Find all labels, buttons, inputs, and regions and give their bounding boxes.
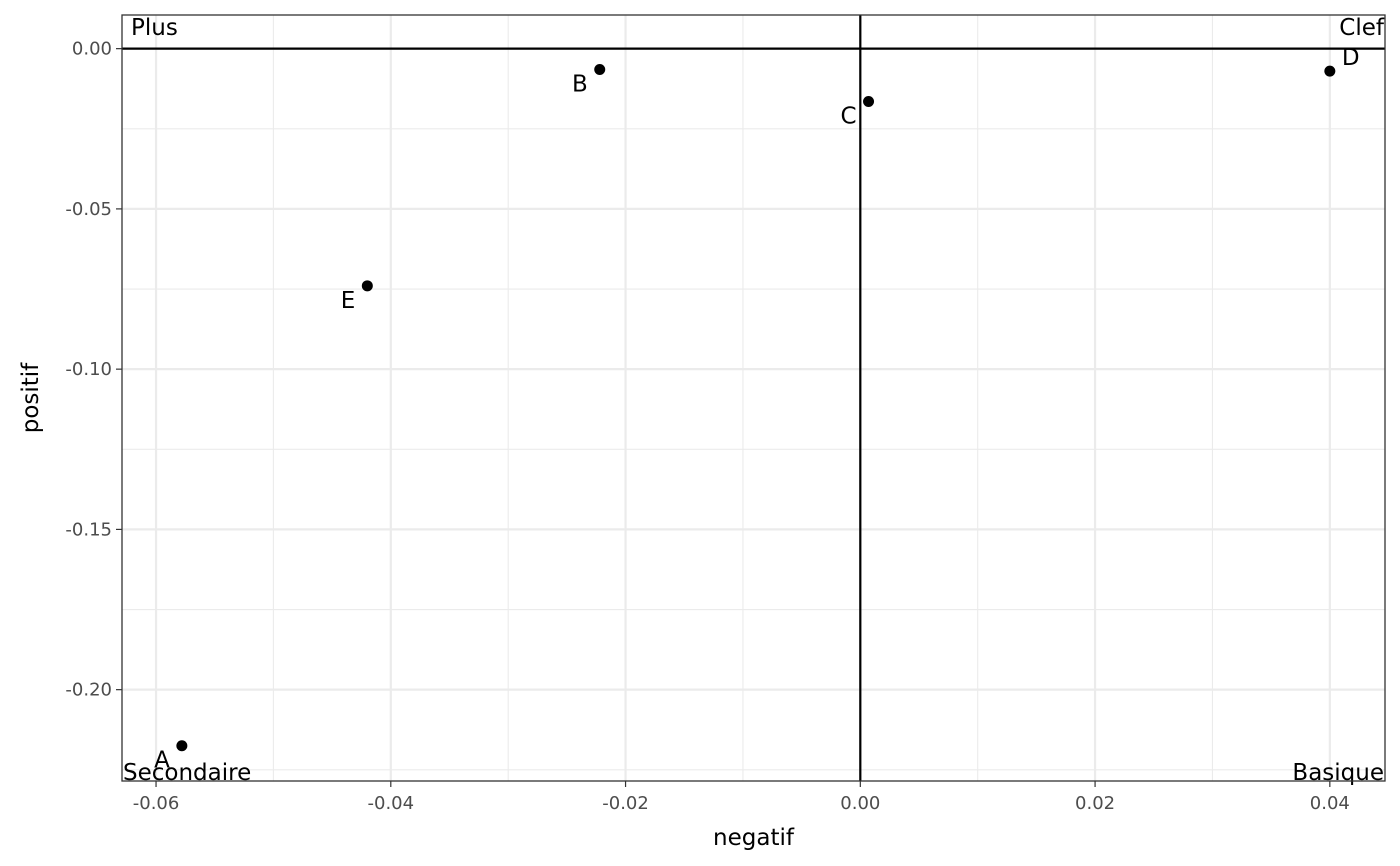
- point-label-b: B: [572, 71, 588, 97]
- quadrant-label-top-right: Clef: [1339, 15, 1385, 41]
- point-c: [863, 96, 875, 108]
- point-a: [176, 740, 188, 752]
- x-tick-label: -0.02: [602, 793, 649, 814]
- data-points: [176, 63, 1336, 752]
- point-label-d: D: [1342, 45, 1360, 71]
- point-b: [594, 63, 606, 75]
- x-tick-label: -0.06: [133, 793, 180, 814]
- point-label-e: E: [341, 288, 356, 314]
- quadrant-label-bottom-left: Secondaire: [123, 760, 251, 786]
- quadrant-label-top-left: Plus: [131, 15, 178, 41]
- point-d: [1324, 65, 1336, 77]
- point-labels: A B C D E: [154, 45, 1359, 774]
- y-tick-label: -0.20: [65, 680, 112, 701]
- y-tick-label: 0.00: [72, 39, 112, 60]
- point-label-a: A: [154, 748, 170, 774]
- x-tick-label: 0.02: [1075, 793, 1115, 814]
- point-e: [361, 280, 373, 292]
- y-tick-label: -0.10: [65, 359, 112, 380]
- y-axis-title: positif: [18, 362, 44, 433]
- quadrant-label-bottom-right: Basique: [1292, 760, 1384, 786]
- reference-lines: [122, 15, 1385, 781]
- y-tick-label: -0.05: [65, 199, 112, 220]
- point-label-c: C: [840, 104, 856, 130]
- panel-border: [121, 14, 1386, 782]
- minor-grid: [122, 15, 1385, 781]
- y-axis-ticks: 0.00 -0.05 -0.10 -0.15 -0.20: [65, 39, 122, 701]
- quadrant-labels: Plus Clef Secondaire Basique: [123, 15, 1385, 786]
- y-tick-label: -0.15: [65, 519, 112, 540]
- x-tick-label: 0.04: [1310, 793, 1350, 814]
- x-tick-label: 0.00: [840, 793, 880, 814]
- x-axis-title: negatif: [713, 825, 795, 851]
- x-tick-label: -0.04: [368, 793, 415, 814]
- x-axis-ticks: -0.06 -0.04 -0.02 0.00 0.02 0.04: [133, 781, 1350, 814]
